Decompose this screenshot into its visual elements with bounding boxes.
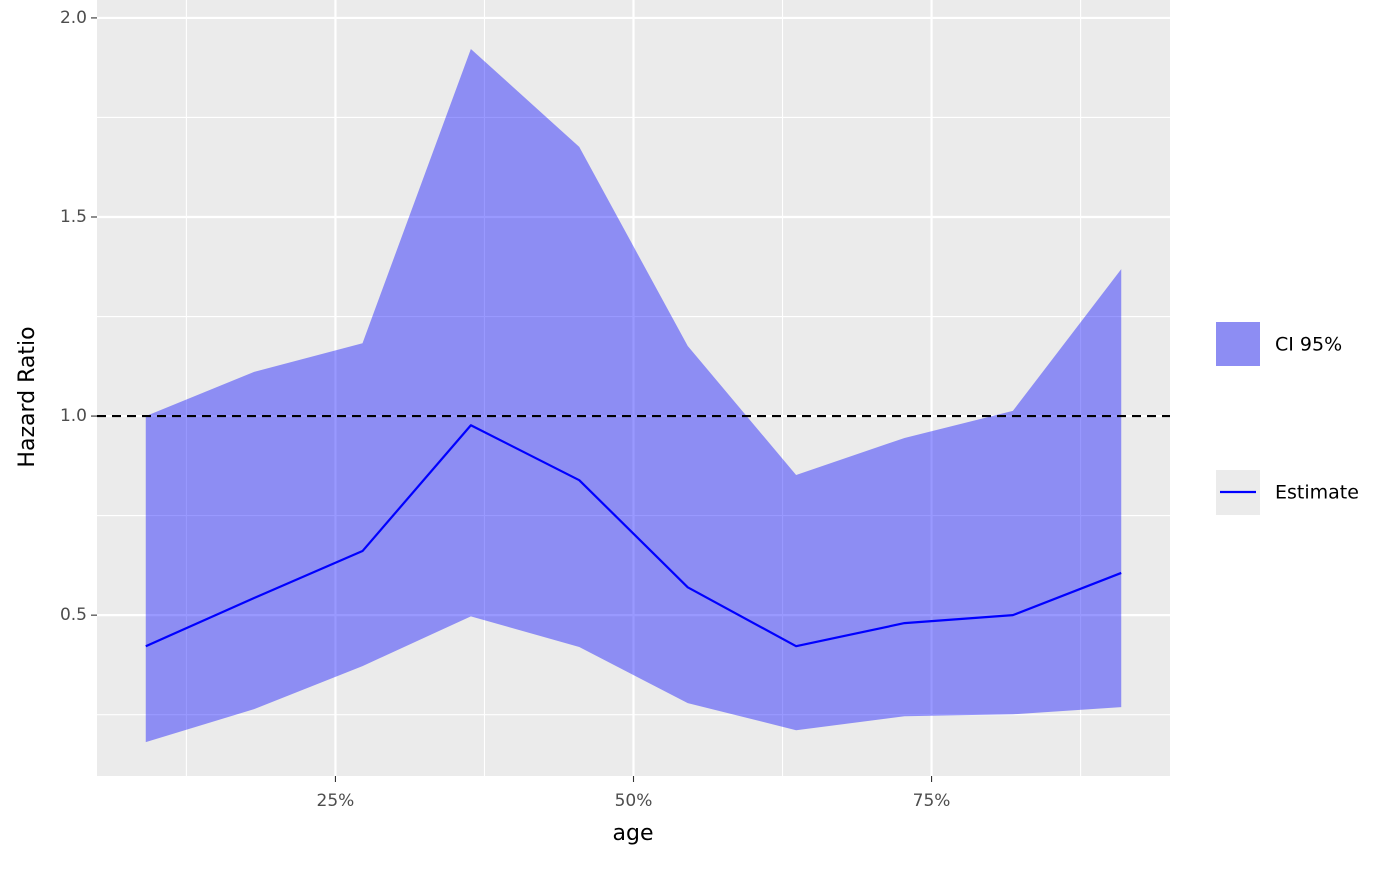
axes: 25% 50% 75% 0.5 1.0 1.5 2.0 (60, 8, 951, 811)
y-tick-label: 1.0 (60, 406, 87, 426)
y-tick-label: 2.0 (60, 8, 87, 28)
marks (97, 48, 1170, 743)
y-tick-label: 0.5 (60, 605, 87, 625)
legend-label: Estimate (1275, 482, 1359, 504)
x-tick-label: 75% (913, 791, 951, 811)
x-axis-title: age (613, 821, 654, 846)
legend: CI 95% Estimate (1216, 322, 1359, 515)
estimate-line (145, 424, 1122, 648)
y-axis-title: Hazard Ratio (15, 326, 40, 467)
legend-label: CI 95% (1275, 334, 1342, 356)
x-tick-label: 25% (317, 791, 355, 811)
ci-band (145, 48, 1122, 743)
legend-key-bg (1216, 322, 1260, 366)
grid (97, 0, 1170, 776)
legend-key (1216, 322, 1260, 366)
y-tick-label: 1.5 (60, 207, 87, 227)
x-tick-label: 50% (615, 791, 653, 811)
